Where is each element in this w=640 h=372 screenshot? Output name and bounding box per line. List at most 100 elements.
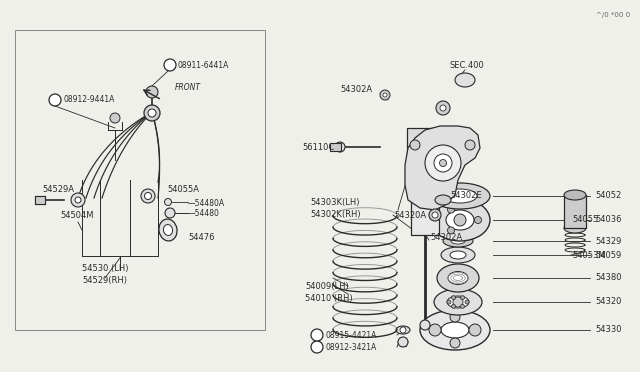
Text: 08912-3421A: 08912-3421A <box>325 343 376 352</box>
Text: 54055A: 54055A <box>167 185 199 193</box>
Text: 54380: 54380 <box>595 273 621 282</box>
Text: 54303K(LH): 54303K(LH) <box>310 199 360 208</box>
Ellipse shape <box>448 272 468 285</box>
Text: 54330: 54330 <box>595 326 621 334</box>
Text: W: W <box>313 332 321 338</box>
Circle shape <box>145 192 152 199</box>
Ellipse shape <box>564 223 586 233</box>
Text: 54302K(RH): 54302K(RH) <box>310 211 360 219</box>
Ellipse shape <box>434 289 482 315</box>
Circle shape <box>454 214 466 226</box>
Circle shape <box>383 93 387 97</box>
Bar <box>411 150 439 235</box>
Circle shape <box>49 94 61 106</box>
Circle shape <box>75 197 81 203</box>
Text: 54009(LH): 54009(LH) <box>305 282 349 291</box>
Text: 54036: 54036 <box>595 215 621 224</box>
Text: N: N <box>314 344 320 350</box>
Text: —54480: —54480 <box>188 209 220 218</box>
Circle shape <box>164 59 176 71</box>
Ellipse shape <box>451 238 465 244</box>
Ellipse shape <box>447 296 469 308</box>
Circle shape <box>447 206 454 213</box>
Circle shape <box>450 338 460 348</box>
Circle shape <box>446 164 454 172</box>
Circle shape <box>164 199 172 205</box>
Text: 54504M: 54504M <box>60 211 93 219</box>
Bar <box>564 195 586 228</box>
Polygon shape <box>35 196 45 204</box>
Text: 54320: 54320 <box>595 298 621 307</box>
Circle shape <box>425 145 461 181</box>
Ellipse shape <box>396 326 410 334</box>
Ellipse shape <box>564 190 586 200</box>
Text: 54530 (LH): 54530 (LH) <box>82 263 128 273</box>
Circle shape <box>436 101 450 115</box>
Ellipse shape <box>443 235 473 247</box>
Text: 54476: 54476 <box>188 232 214 241</box>
Text: 56110C: 56110C <box>302 142 334 151</box>
Text: 08911-6441A: 08911-6441A <box>178 61 229 70</box>
Text: ^/0 *00 0: ^/0 *00 0 <box>596 12 630 18</box>
Ellipse shape <box>450 251 466 259</box>
Text: 54529A: 54529A <box>42 186 74 195</box>
Circle shape <box>110 113 120 123</box>
Ellipse shape <box>455 73 475 87</box>
Text: 54302A: 54302A <box>340 86 372 94</box>
Circle shape <box>465 300 469 304</box>
Circle shape <box>432 212 438 218</box>
Circle shape <box>144 105 160 121</box>
Circle shape <box>146 86 158 98</box>
Ellipse shape <box>159 219 177 241</box>
Ellipse shape <box>441 247 475 263</box>
Ellipse shape <box>420 310 490 350</box>
Circle shape <box>429 324 441 336</box>
Circle shape <box>429 209 441 221</box>
Circle shape <box>461 296 465 300</box>
Circle shape <box>469 324 481 336</box>
Ellipse shape <box>163 225 173 235</box>
Circle shape <box>398 337 408 347</box>
Ellipse shape <box>430 183 490 209</box>
Ellipse shape <box>435 195 451 205</box>
Circle shape <box>447 300 451 304</box>
Circle shape <box>380 90 390 100</box>
Ellipse shape <box>441 322 469 338</box>
Polygon shape <box>405 126 480 210</box>
Text: 54010 (RH): 54010 (RH) <box>305 294 353 302</box>
Ellipse shape <box>446 210 474 230</box>
Text: 54053M: 54053M <box>572 250 605 260</box>
Circle shape <box>450 312 460 322</box>
Circle shape <box>461 304 465 308</box>
Text: 08915-4421A: 08915-4421A <box>325 330 376 340</box>
Circle shape <box>451 296 456 300</box>
Circle shape <box>335 142 345 152</box>
Text: 08912-9441A: 08912-9441A <box>63 96 115 105</box>
Circle shape <box>420 320 430 330</box>
Circle shape <box>311 341 323 353</box>
Text: 54055: 54055 <box>572 215 598 224</box>
Circle shape <box>465 140 475 150</box>
Text: N: N <box>167 62 173 68</box>
Text: 54329: 54329 <box>595 237 621 246</box>
Circle shape <box>410 140 420 150</box>
Circle shape <box>438 174 446 182</box>
Ellipse shape <box>443 189 477 203</box>
Circle shape <box>474 217 481 224</box>
Text: 54302A: 54302A <box>430 232 462 241</box>
Circle shape <box>71 193 85 207</box>
Bar <box>407 128 443 158</box>
Circle shape <box>400 327 406 333</box>
Circle shape <box>165 208 175 218</box>
Text: N: N <box>52 97 58 103</box>
Ellipse shape <box>430 199 490 241</box>
Circle shape <box>447 227 454 234</box>
Text: 54302E: 54302E <box>450 190 482 199</box>
Circle shape <box>440 160 447 167</box>
Text: FRONT: FRONT <box>175 83 201 93</box>
Circle shape <box>311 329 323 341</box>
Circle shape <box>440 105 446 111</box>
Circle shape <box>148 109 156 117</box>
Text: 54320A: 54320A <box>394 211 426 219</box>
Text: —54480A: —54480A <box>188 199 225 208</box>
